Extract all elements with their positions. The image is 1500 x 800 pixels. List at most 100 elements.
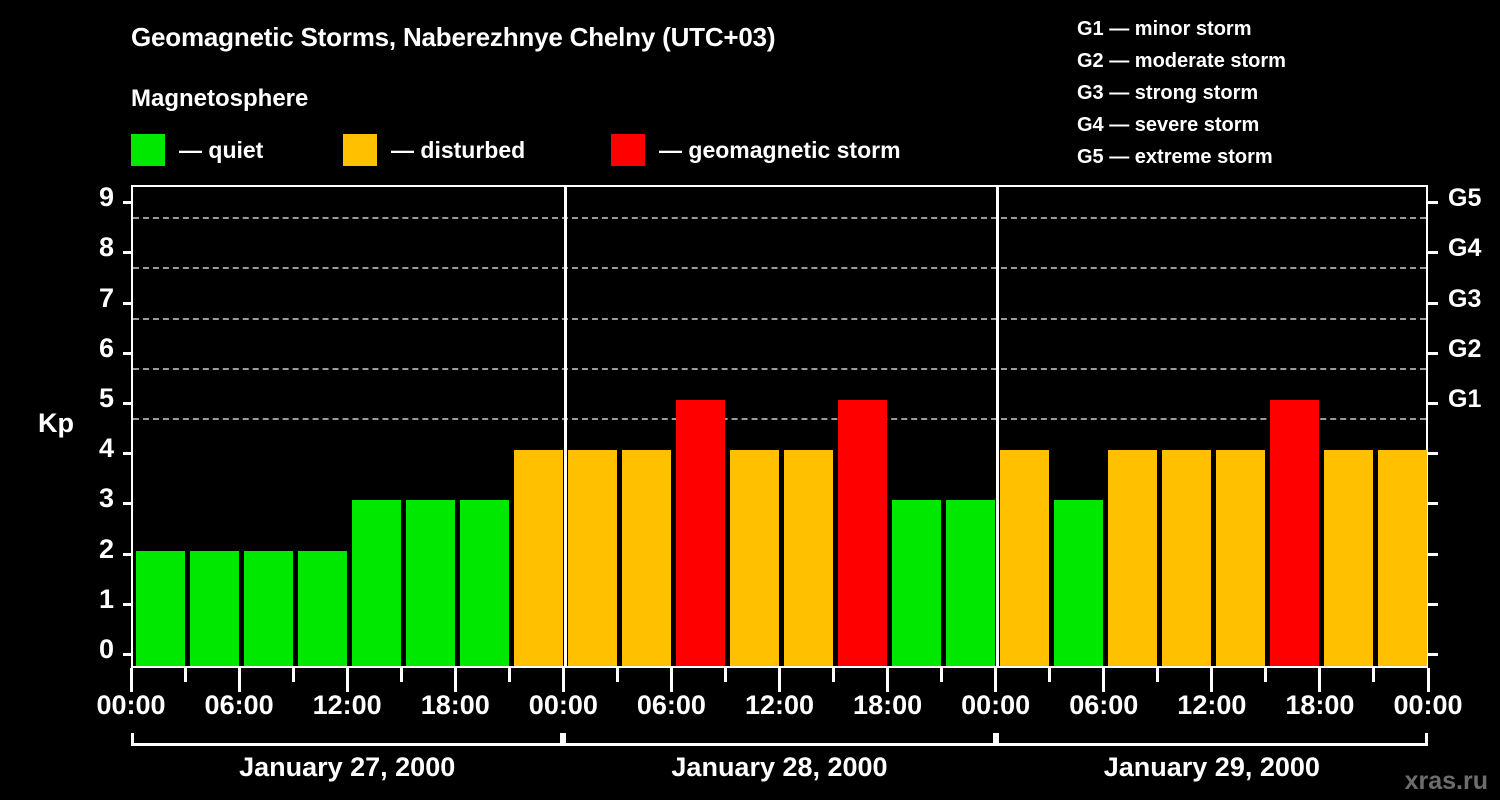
day-separator — [996, 187, 1000, 666]
bar-kp[interactable] — [621, 450, 671, 666]
x-tick-label: 12:00 — [1177, 690, 1247, 720]
y-axis-label: Kp — [38, 408, 74, 438]
y-tick-8 — [123, 251, 133, 255]
g-legend-item-g1: G1 — minor storm — [1077, 18, 1252, 40]
x-tick — [1318, 668, 1322, 692]
x-tick-label: 18:00 — [853, 690, 923, 720]
bar-kp[interactable] — [1216, 450, 1266, 666]
x-tick — [1210, 668, 1214, 692]
legend-swatch-disturbed-icon — [343, 134, 377, 166]
bar-kp[interactable] — [567, 450, 617, 666]
bar-kp[interactable] — [1324, 450, 1374, 666]
x-tick — [345, 668, 349, 692]
page-title: Geomagnetic Storms, Naberezhnye Chelny (… — [131, 22, 776, 52]
g-axis-tick — [1428, 251, 1438, 255]
x-tick — [399, 668, 403, 682]
y-tick-1 — [123, 602, 133, 606]
bar-kp[interactable] — [1000, 450, 1050, 666]
plot-area — [131, 185, 1428, 668]
bar-kp[interactable] — [1162, 450, 1212, 666]
gridline-kp-5 — [133, 418, 1426, 420]
y-tick-label-7: 7 — [98, 282, 114, 313]
y-tick-5 — [123, 402, 133, 405]
x-tick-label: 00:00 — [96, 690, 166, 720]
x-tick — [669, 668, 673, 692]
gridline-kp-7 — [133, 317, 1426, 320]
g-legend-item-g2: G2 — moderate storm — [1077, 50, 1286, 72]
section-label-magnetosphere: Magnetosphere — [131, 85, 309, 112]
x-tick — [561, 668, 565, 692]
y-tick-4 — [123, 452, 133, 456]
bar-kp[interactable] — [784, 450, 834, 666]
x-tick — [183, 668, 187, 682]
legend-swatch-geomagnetic-storm-icon — [611, 134, 645, 166]
x-tick — [778, 668, 781, 692]
bar-kp[interactable] — [729, 450, 779, 666]
g-axis-tick — [1428, 602, 1438, 606]
x-tick — [1156, 668, 1160, 682]
x-tick — [832, 668, 836, 682]
x-tick — [1264, 668, 1268, 682]
bar-kp[interactable] — [189, 550, 239, 666]
bar-kp[interactable] — [838, 400, 888, 666]
legend-label-quiet: — quiet — [179, 136, 264, 163]
bar-kp[interactable] — [1054, 500, 1104, 666]
x-tick — [129, 668, 133, 692]
legend-label-geomagnetic-storm: — geomagnetic storm — [659, 136, 901, 163]
bar-kp[interactable] — [297, 550, 347, 666]
g-axis-tick — [1428, 402, 1438, 405]
y-tick-label-0: 0 — [98, 634, 114, 664]
g-axis-tick — [1428, 351, 1438, 355]
y-tick-6 — [123, 351, 133, 355]
bar-kp[interactable] — [1108, 450, 1158, 666]
x-tick — [1048, 668, 1052, 682]
bar-kp[interactable] — [892, 500, 942, 666]
y-tick-label-1: 1 — [98, 583, 114, 614]
x-tick-label: 06:00 — [1069, 690, 1139, 720]
g-axis-label-g1: G1 — [1448, 385, 1482, 413]
bar-kp[interactable] — [243, 550, 293, 666]
x-tick — [1372, 668, 1376, 682]
x-tick — [507, 668, 511, 682]
x-tick — [1102, 668, 1106, 692]
day-bracket — [563, 733, 996, 746]
day-label: January 28, 2000 — [671, 752, 888, 782]
day-label: January 29, 2000 — [1103, 752, 1320, 782]
y-tick-label-5: 5 — [98, 383, 114, 413]
day-label: January 27, 2000 — [239, 752, 456, 782]
bar-kp[interactable] — [513, 450, 563, 666]
day-bracket — [131, 733, 564, 746]
bar-kp[interactable] — [405, 500, 455, 666]
x-tick-label: 06:00 — [204, 690, 274, 720]
x-tick-label: 06:00 — [636, 690, 706, 720]
g-axis-label-g5: G5 — [1448, 184, 1482, 213]
y-tick-label-3: 3 — [98, 483, 114, 514]
y-tick-label-8: 8 — [98, 232, 114, 263]
y-tick-7 — [123, 301, 133, 305]
x-tick — [994, 668, 998, 692]
bar-kp[interactable] — [675, 400, 725, 666]
y-tick-2 — [123, 552, 133, 556]
bar-kp[interactable] — [946, 500, 996, 666]
x-tick-label: 12:00 — [312, 690, 382, 720]
legend-entry-geomagnetic-storm: — geomagnetic storm — [611, 133, 901, 167]
x-tick — [723, 668, 727, 682]
y-tick-label-4: 4 — [98, 433, 114, 464]
g-axis-tick — [1428, 301, 1438, 305]
y-tick-0 — [123, 653, 133, 656]
legend-swatch-quiet-icon — [131, 134, 165, 166]
legend-entry-quiet: — quiet — [131, 133, 263, 167]
g-scale-legend: G1 — minor storm G2 — moderate storm G3 — … — [1077, 13, 1286, 173]
day-bracket — [995, 733, 1428, 746]
g-axis-tick — [1428, 653, 1438, 656]
bar-kp[interactable] — [1270, 400, 1320, 666]
x-tick — [886, 668, 890, 692]
bar-kp[interactable] — [351, 500, 401, 666]
x-tick — [1426, 668, 1430, 692]
bar-kp[interactable] — [135, 550, 185, 666]
bar-kp[interactable] — [459, 500, 509, 666]
y-tick-9 — [123, 201, 133, 205]
bar-kp[interactable] — [1378, 450, 1428, 666]
x-tick — [237, 668, 241, 692]
x-tick — [940, 668, 944, 682]
